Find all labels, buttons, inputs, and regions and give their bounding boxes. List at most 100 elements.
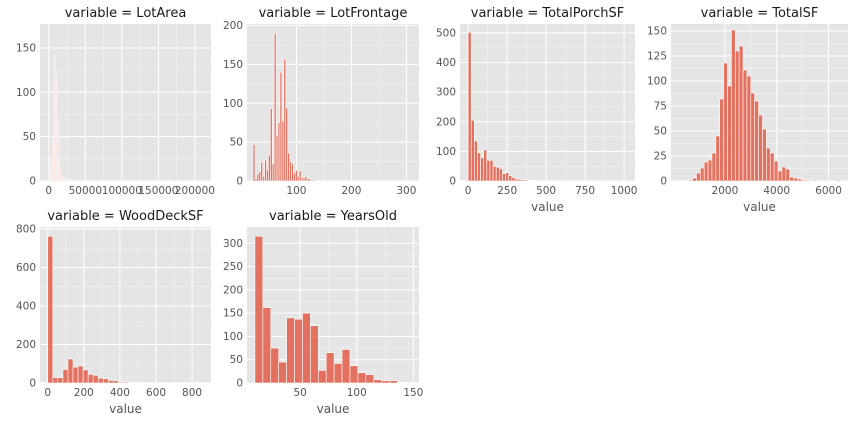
x-tick-label: 600 — [146, 387, 166, 399]
histogram-bar — [329, 179, 332, 182]
histogram-bar — [270, 108, 273, 182]
histogram-bar — [505, 172, 509, 182]
y-tick-label: 25 — [654, 151, 667, 163]
facet-panel: 0 200 400 600 800 0 200 400 600 800 variable = Woo… — [16, 209, 211, 416]
histogram-bar — [341, 349, 351, 384]
histogram-bar — [66, 178, 68, 182]
histogram-bar — [291, 163, 294, 182]
histogram-bar — [486, 159, 491, 182]
x-tick-label: 800 — [182, 387, 202, 399]
x-tick-label: 200 — [341, 185, 361, 197]
histogram-bar — [474, 140, 478, 182]
facet-title: variable = LotFrontage — [259, 6, 408, 21]
histogram-bar — [483, 149, 488, 182]
y-tick-label: 150 — [223, 308, 243, 320]
histogram-bar — [308, 178, 312, 182]
histogram-bar — [336, 179, 340, 182]
x-tick-label: 4000 — [763, 185, 790, 197]
histogram-bar — [727, 85, 732, 182]
histogram-bar — [260, 162, 263, 182]
x-tick-label: 2000 — [712, 185, 739, 197]
x-tick-label: 150000 — [138, 185, 178, 197]
histogram-bar — [413, 179, 416, 182]
panel-background — [40, 24, 211, 181]
histogram-bar — [793, 177, 798, 182]
histogram-bar — [715, 135, 721, 182]
histogram-bar — [489, 159, 494, 182]
y-tick-label: 125 — [647, 51, 667, 63]
histogram-bar — [781, 166, 787, 182]
y-tick-label: 200 — [223, 20, 243, 32]
histogram-bar — [92, 374, 99, 384]
facet-title: variable = WoodDeckSF — [47, 209, 203, 224]
histogram-bar — [164, 179, 166, 182]
histogram-bar — [766, 147, 771, 182]
histogram-bar — [310, 325, 319, 384]
y-tick-label: 50 — [230, 354, 243, 366]
histogram-bar — [67, 358, 74, 384]
histogram-bar — [696, 172, 701, 182]
histogram-bar — [692, 177, 697, 182]
histogram-bar — [47, 235, 54, 384]
histogram-bar — [341, 179, 344, 182]
histogram-bar — [77, 365, 84, 384]
histogram-bar — [132, 179, 134, 182]
x-tick-label: 300 — [396, 185, 416, 197]
histogram-bar — [703, 161, 709, 182]
y-tick-label: 0 — [660, 176, 667, 188]
histogram-bar — [754, 100, 759, 182]
histogram-bar — [295, 169, 298, 182]
histogram-bar — [365, 374, 375, 384]
histogram-bar — [492, 165, 497, 182]
histogram-bar — [302, 312, 311, 384]
histogram-bar — [758, 114, 763, 182]
x-tick-label: 0 — [45, 185, 52, 197]
histogram-bar — [477, 152, 481, 182]
histogram-bar — [797, 178, 802, 182]
histogram-bar — [72, 366, 79, 384]
histogram-bar — [312, 179, 315, 182]
histogram-bar — [94, 179, 96, 182]
histogram-bar — [527, 180, 531, 182]
y-tick-label: 0 — [29, 378, 36, 390]
facet-panel: 0 100 200 300 400 500 0 250 500 750 1000 variable =… — [436, 6, 637, 214]
x-tick-label: 400 — [110, 387, 130, 399]
histogram-bar — [113, 380, 119, 384]
histogram-bar — [508, 175, 513, 182]
x-tick-label: 100 — [286, 185, 306, 197]
y-tick-label: 300 — [436, 87, 456, 99]
histogram-bar — [205, 179, 207, 182]
y-tick-label: 150 — [647, 26, 667, 38]
histogram-bar — [278, 361, 287, 384]
facet-title: variable = LotArea — [65, 6, 187, 21]
x-axis-label: value — [317, 402, 350, 416]
y-tick-label: 400 — [436, 57, 456, 69]
histogram-bar — [723, 62, 728, 182]
histogram-bar — [734, 50, 740, 182]
x-tick-label: 200 — [74, 387, 94, 399]
histogram-bar — [517, 178, 522, 182]
y-tick-label: 75 — [654, 101, 667, 113]
histogram-bar — [286, 317, 295, 384]
y-tick-label: 200 — [223, 284, 243, 296]
x-tick-label: 200000 — [175, 185, 215, 197]
x-tick-label: 0 — [44, 387, 51, 399]
histogram-bar — [317, 370, 327, 384]
histogram-bar — [357, 372, 367, 384]
histogram-bar — [349, 365, 359, 384]
histogram-bar — [67, 179, 69, 182]
histogram-bar — [294, 318, 303, 384]
histogram-bar — [270, 347, 279, 384]
y-tick-label: 0 — [236, 378, 243, 390]
y-tick-label: 200 — [16, 339, 36, 351]
x-axis-label: value — [743, 200, 776, 214]
histogram-bar — [769, 152, 775, 182]
histogram-bar — [298, 170, 302, 182]
histogram-bar — [812, 179, 818, 182]
y-tick-label: 50 — [230, 137, 243, 149]
histogram-bar — [103, 378, 109, 384]
histogram-bar — [520, 179, 525, 182]
facet-panel: 0 50 100 150 200 250 300 50 100 150 variable = Yea… — [223, 209, 423, 416]
